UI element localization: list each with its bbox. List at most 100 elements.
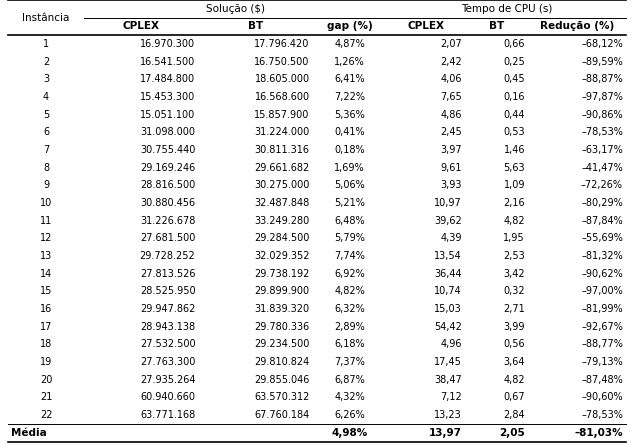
Text: –78,53%: –78,53% <box>581 410 623 420</box>
Text: 4,82%: 4,82% <box>334 286 365 297</box>
Text: 9,61: 9,61 <box>441 163 462 172</box>
Text: 4,86: 4,86 <box>441 110 462 120</box>
Text: 0,67: 0,67 <box>504 392 525 402</box>
Text: 27.763.300: 27.763.300 <box>140 357 195 367</box>
Text: 5,21%: 5,21% <box>334 198 365 208</box>
Text: –41,47%: –41,47% <box>581 163 623 172</box>
Text: 5: 5 <box>43 110 49 120</box>
Text: 3,93: 3,93 <box>441 180 462 190</box>
Text: 0,18%: 0,18% <box>334 145 365 155</box>
Text: 16.541.500: 16.541.500 <box>140 56 195 66</box>
Text: 20: 20 <box>40 375 52 385</box>
Text: 0,16: 0,16 <box>504 92 525 102</box>
Text: –78,53%: –78,53% <box>581 127 623 137</box>
Text: 0,66: 0,66 <box>504 39 525 49</box>
Text: 0,25: 0,25 <box>503 56 525 66</box>
Text: 4,96: 4,96 <box>441 340 462 349</box>
Text: 67.760.184: 67.760.184 <box>255 410 310 420</box>
Text: 1,26%: 1,26% <box>334 56 365 66</box>
Text: 18.605.000: 18.605.000 <box>255 74 310 84</box>
Text: 29.780.336: 29.780.336 <box>255 322 310 332</box>
Text: 6,92%: 6,92% <box>334 269 365 279</box>
Text: CPLEX: CPLEX <box>407 21 444 31</box>
Text: 7,65: 7,65 <box>441 92 462 102</box>
Text: 2,71: 2,71 <box>503 304 525 314</box>
Text: 36,44: 36,44 <box>434 269 462 279</box>
Text: 1: 1 <box>43 39 49 49</box>
Text: 31.224.000: 31.224.000 <box>255 127 310 137</box>
Text: 2,84: 2,84 <box>504 410 525 420</box>
Text: 0,45: 0,45 <box>504 74 525 84</box>
Text: CPLEX: CPLEX <box>123 21 160 31</box>
Text: 2,45: 2,45 <box>441 127 462 137</box>
Text: 27.681.500: 27.681.500 <box>140 233 195 243</box>
Text: –63,17%: –63,17% <box>581 145 623 155</box>
Text: –79,13%: –79,13% <box>581 357 623 367</box>
Text: 2,16: 2,16 <box>504 198 525 208</box>
Text: 14: 14 <box>40 269 52 279</box>
Text: 0,41%: 0,41% <box>334 127 365 137</box>
Text: 30.880.456: 30.880.456 <box>140 198 195 208</box>
Text: 5,63: 5,63 <box>504 163 525 172</box>
Text: 31.839.320: 31.839.320 <box>255 304 310 314</box>
Text: –92,67%: –92,67% <box>581 322 623 332</box>
Text: 19: 19 <box>40 357 52 367</box>
Text: 6,87%: 6,87% <box>334 375 365 385</box>
Text: 33.249.280: 33.249.280 <box>255 215 310 226</box>
Text: BT: BT <box>489 21 504 31</box>
Text: 13,23: 13,23 <box>434 410 462 420</box>
Text: 4,82: 4,82 <box>504 375 525 385</box>
Text: 30.755.440: 30.755.440 <box>140 145 195 155</box>
Text: –87,48%: –87,48% <box>581 375 623 385</box>
Text: 29.947.862: 29.947.862 <box>140 304 195 314</box>
Text: 10: 10 <box>40 198 52 208</box>
Text: 1,69%: 1,69% <box>334 163 365 172</box>
Text: 54,42: 54,42 <box>434 322 462 332</box>
Text: 60.940.660: 60.940.660 <box>140 392 195 402</box>
Text: 17,45: 17,45 <box>434 357 462 367</box>
Text: 0,44: 0,44 <box>504 110 525 120</box>
Text: –81,99%: –81,99% <box>581 304 623 314</box>
Text: 22: 22 <box>40 410 52 420</box>
Text: 29.855.046: 29.855.046 <box>254 375 310 385</box>
Text: 29.899.900: 29.899.900 <box>255 286 310 297</box>
Text: –90,60%: –90,60% <box>581 392 623 402</box>
Text: 39,62: 39,62 <box>434 215 462 226</box>
Text: 4,87%: 4,87% <box>334 39 365 49</box>
Text: 6,41%: 6,41% <box>334 74 365 84</box>
Text: 31.226.678: 31.226.678 <box>140 215 195 226</box>
Text: 16: 16 <box>40 304 52 314</box>
Text: 63.771.168: 63.771.168 <box>140 410 195 420</box>
Text: 1,09: 1,09 <box>504 180 525 190</box>
Text: –87,84%: –87,84% <box>581 215 623 226</box>
Text: 28.943.138: 28.943.138 <box>140 322 195 332</box>
Text: Solução ($): Solução ($) <box>206 4 265 14</box>
Text: 3,97: 3,97 <box>441 145 462 155</box>
Text: 18: 18 <box>40 340 52 349</box>
Text: 29.661.682: 29.661.682 <box>255 163 310 172</box>
Text: 32.487.848: 32.487.848 <box>255 198 310 208</box>
Text: 2,05: 2,05 <box>499 428 525 438</box>
Text: 28.525.950: 28.525.950 <box>140 286 195 297</box>
Text: –80,29%: –80,29% <box>581 198 623 208</box>
Text: 17.484.800: 17.484.800 <box>140 74 195 84</box>
Text: 4: 4 <box>43 92 49 102</box>
Text: 4,98%: 4,98% <box>332 428 368 438</box>
Text: 5,79%: 5,79% <box>334 233 365 243</box>
Text: 9: 9 <box>43 180 49 190</box>
Text: 2: 2 <box>43 56 49 66</box>
Text: 15.453.300: 15.453.300 <box>140 92 195 102</box>
Text: –81,03%: –81,03% <box>574 428 623 438</box>
Text: –72,26%: –72,26% <box>581 180 623 190</box>
Text: 31.098.000: 31.098.000 <box>140 127 195 137</box>
Text: 13,97: 13,97 <box>429 428 462 438</box>
Text: 30.275.000: 30.275.000 <box>254 180 310 190</box>
Text: gap (%): gap (%) <box>327 21 372 31</box>
Text: 2,89%: 2,89% <box>334 322 365 332</box>
Text: 0,32: 0,32 <box>504 286 525 297</box>
Text: 17: 17 <box>40 322 52 332</box>
Text: 29.738.192: 29.738.192 <box>254 269 310 279</box>
Text: 16.750.500: 16.750.500 <box>254 56 310 66</box>
Text: 7,74%: 7,74% <box>334 251 365 261</box>
Text: 30.811.316: 30.811.316 <box>255 145 310 155</box>
